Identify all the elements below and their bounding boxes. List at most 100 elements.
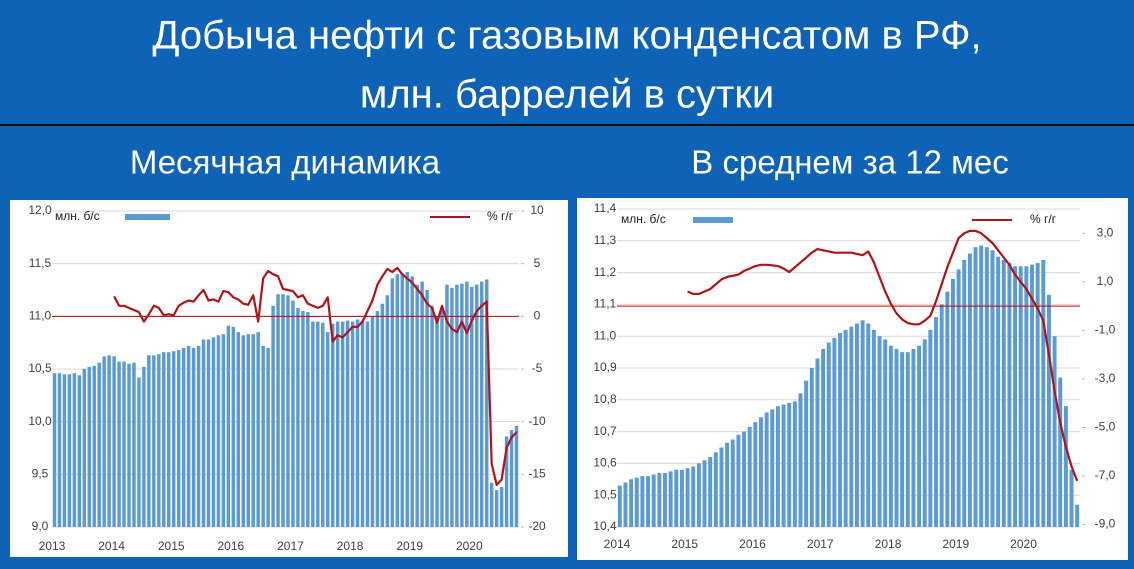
y2-tick-label: 0: [534, 309, 541, 323]
y-tick-label: 10,6: [593, 456, 617, 470]
bar: [679, 469, 684, 527]
bar: [640, 476, 645, 527]
bar: [905, 352, 910, 527]
bar: [470, 286, 474, 527]
bar: [973, 247, 978, 527]
x-tick-label: 2016: [739, 537, 766, 551]
bar: [787, 402, 792, 527]
bar: [276, 294, 280, 527]
bar: [395, 274, 400, 527]
bar: [1069, 469, 1074, 527]
x-tick-label: 2018: [875, 537, 902, 551]
legend-label: млн. б/с: [55, 209, 100, 223]
y-tick-label: 11,4: [594, 201, 617, 215]
bar: [629, 479, 634, 527]
bar: [390, 278, 395, 527]
x-tick-label: 2014: [98, 539, 125, 553]
bar: [271, 305, 275, 527]
bar: [405, 272, 409, 527]
bar: [950, 278, 955, 527]
slide-title: Добыча нефти с газовым конденсатом в РФ,: [152, 14, 981, 58]
bar: [770, 409, 775, 527]
legend-swatch: [125, 214, 170, 220]
bar: [1018, 266, 1023, 527]
bar: [1024, 266, 1029, 527]
bar: [809, 368, 814, 527]
bar: [696, 463, 701, 527]
bar: [216, 335, 221, 527]
bar: [742, 431, 747, 527]
y-tick-label: 9,0: [32, 519, 49, 533]
bar: [311, 321, 315, 527]
bar: [365, 321, 370, 527]
bar: [301, 311, 305, 527]
bar: [617, 485, 622, 527]
bar: [196, 345, 201, 527]
bar: [725, 442, 730, 527]
bar: [792, 401, 797, 527]
bar: [826, 342, 831, 527]
bar: [385, 295, 390, 527]
y-tick-label: 12,0: [28, 203, 52, 217]
bar: [226, 325, 231, 527]
bar: [753, 422, 758, 527]
bar: [1013, 266, 1018, 527]
bar: [167, 352, 171, 527]
bar: [425, 290, 429, 527]
bar: [475, 284, 479, 527]
bar: [445, 284, 449, 527]
bar: [72, 373, 77, 527]
line: [113, 266, 518, 486]
bar: [171, 351, 176, 527]
bar: [256, 332, 260, 527]
bar: [370, 316, 375, 527]
bar: [945, 291, 950, 527]
y2-tick-label: -5: [532, 361, 543, 375]
bar: [132, 362, 136, 527]
bar: [480, 281, 484, 527]
bar: [345, 320, 350, 527]
bar: [967, 253, 972, 527]
bar: [241, 335, 246, 527]
bar: [420, 281, 424, 527]
x-tick-label: 2018: [337, 539, 364, 553]
bar: [747, 426, 752, 527]
y-tick-label: 10,5: [28, 361, 52, 375]
bar: [922, 339, 927, 527]
bar: [450, 287, 454, 527]
y2-tick-label: -3,0: [1095, 371, 1116, 385]
bar: [634, 477, 639, 527]
y-tick-label: 9,5: [32, 467, 49, 481]
bar: [956, 269, 961, 527]
bar: [489, 482, 494, 527]
y-tick-label: 11,1: [594, 297, 617, 311]
bar: [871, 329, 876, 527]
y2-tick-label: -7,0: [1095, 468, 1116, 482]
bar: [990, 250, 995, 527]
bar: [350, 321, 355, 527]
bar: [1041, 259, 1046, 527]
bar: [962, 259, 967, 527]
x-tick-label: 2019: [396, 539, 423, 553]
bar: [112, 356, 116, 527]
y-tick-label: 10,7: [593, 424, 617, 438]
bar: [142, 366, 146, 527]
x-tick-label: 2017: [277, 539, 304, 553]
bar: [877, 336, 882, 527]
bar: [674, 469, 679, 527]
bar: [685, 468, 690, 527]
bar: [979, 245, 984, 527]
bar: [917, 345, 922, 527]
bar: [759, 417, 763, 527]
bar: [775, 406, 780, 527]
bar: [231, 326, 236, 527]
bar: [504, 436, 509, 527]
bar: [206, 339, 211, 527]
y2-tick-label: -20: [528, 519, 546, 533]
bar: [316, 321, 320, 527]
y-tick-label: 10,9: [593, 360, 617, 374]
bar: [375, 311, 380, 527]
bar: [514, 425, 519, 527]
bar: [730, 439, 735, 527]
bar: [435, 316, 439, 527]
